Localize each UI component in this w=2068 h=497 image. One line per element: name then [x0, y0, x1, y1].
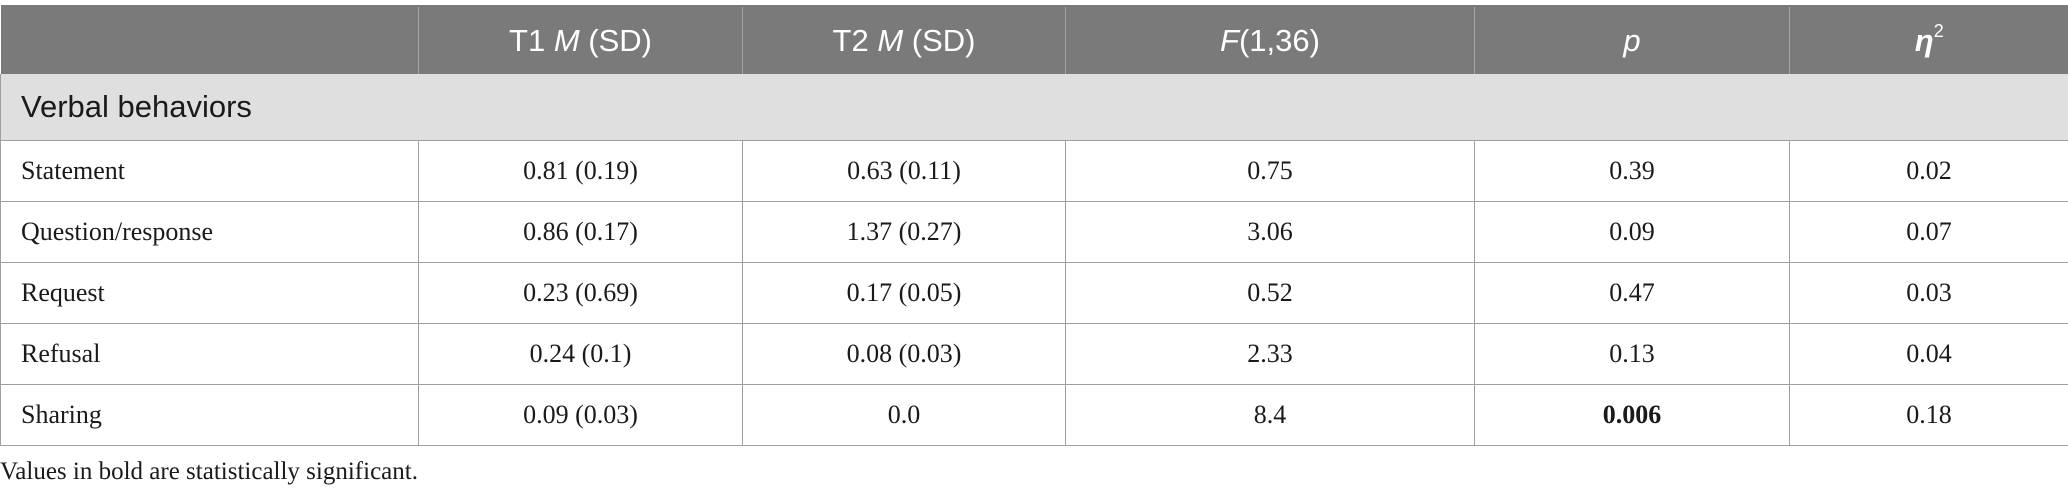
row-label: Question/response: [0, 201, 419, 263]
cell-t2: 0.0: [742, 384, 1066, 446]
cell-eta: 0.18: [1789, 384, 2068, 446]
cell-t1: 0.81 (0.19): [418, 140, 743, 202]
table-row: Sharing 0.09 (0.03) 0.0 8.4 0.006 0.18: [0, 384, 2068, 446]
cell-f: 0.52: [1065, 262, 1475, 324]
cell-t2: 0.63 (0.11): [742, 140, 1066, 202]
table-footnote: Values in bold are statistically signifi…: [0, 458, 418, 485]
row-label: Sharing: [0, 384, 419, 446]
results-table: T1 M (SD) T2 M (SD) F(1,36) p η2 Verbal …: [0, 5, 2068, 446]
cell-t1: 0.86 (0.17): [418, 201, 743, 263]
table-row: Question/response 0.86 (0.17) 1.37 (0.27…: [0, 201, 2068, 263]
cell-p: 0.13: [1474, 323, 1790, 385]
table-row: Request 0.23 (0.69) 0.17 (0.05) 0.52 0.4…: [0, 262, 2068, 324]
section-row: Verbal behaviors: [0, 74, 2068, 141]
cell-f: 2.33: [1065, 323, 1475, 385]
header-t2-mean-sd: T2 M (SD): [742, 5, 1066, 74]
section-title: Verbal behaviors: [0, 74, 2068, 141]
row-label: Request: [0, 262, 419, 324]
results-table-container: T1 M (SD) T2 M (SD) F(1,36) p η2 Verbal …: [0, 5, 2068, 446]
cell-eta: 0.04: [1789, 323, 2068, 385]
cell-f: 3.06: [1065, 201, 1475, 263]
header-f-statistic: F(1,36): [1065, 5, 1475, 74]
table-row: Refusal 0.24 (0.1) 0.08 (0.03) 2.33 0.13…: [0, 323, 2068, 385]
table-row: Statement 0.81 (0.19) 0.63 (0.11) 0.75 0…: [0, 140, 2068, 202]
cell-p: 0.39: [1474, 140, 1790, 202]
cell-eta: 0.03: [1789, 262, 2068, 324]
cell-t1: 0.24 (0.1): [418, 323, 743, 385]
header-eta-squared: η2: [1789, 5, 2068, 74]
cell-t1: 0.23 (0.69): [418, 262, 743, 324]
cell-f: 8.4: [1065, 384, 1475, 446]
row-label: Refusal: [0, 323, 419, 385]
cell-eta: 0.07: [1789, 201, 2068, 263]
cell-eta: 0.02: [1789, 140, 2068, 202]
cell-p: 0.47: [1474, 262, 1790, 324]
cell-t2: 0.08 (0.03): [742, 323, 1066, 385]
cell-f: 0.75: [1065, 140, 1475, 202]
header-empty: [0, 5, 419, 74]
header-t1-mean-sd: T1 M (SD): [418, 5, 743, 74]
cell-p-significant: 0.006: [1474, 384, 1790, 446]
cell-p: 0.09: [1474, 201, 1790, 263]
row-label: Statement: [0, 140, 419, 202]
cell-t1: 0.09 (0.03): [418, 384, 743, 446]
header-p-value: p: [1474, 5, 1790, 74]
header-row: T1 M (SD) T2 M (SD) F(1,36) p η2: [0, 5, 2068, 74]
cell-t2: 0.17 (0.05): [742, 262, 1066, 324]
cell-t2: 1.37 (0.27): [742, 201, 1066, 263]
